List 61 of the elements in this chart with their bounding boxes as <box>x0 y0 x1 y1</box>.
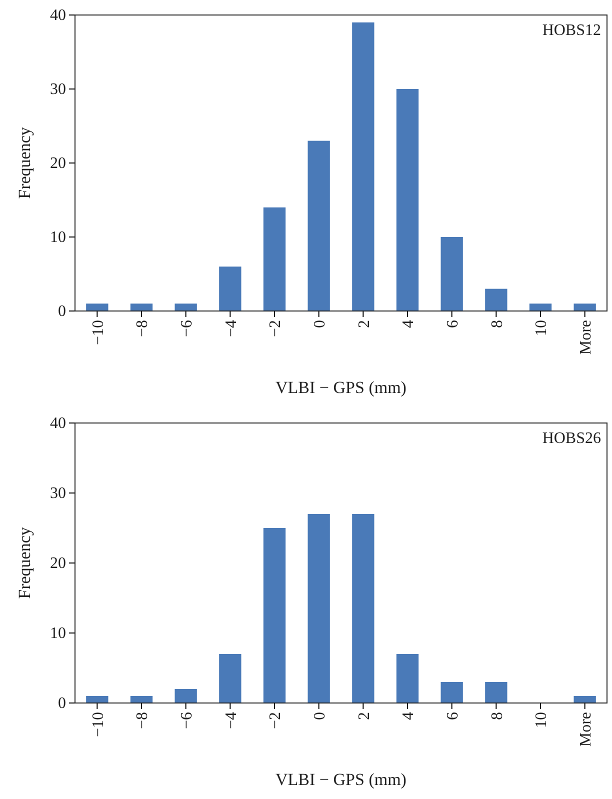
y-tick-label: 40 <box>50 415 66 432</box>
x-tick-label: 4 <box>400 712 418 720</box>
bar <box>485 288 508 311</box>
y-tick-label: 20 <box>50 155 66 172</box>
x-axis-title: VLBI − GPS (mm) <box>276 378 406 397</box>
x-tick-label: 10 <box>533 712 550 728</box>
x-tick-label: More <box>577 320 594 355</box>
x-tick-label: 10 <box>533 320 550 336</box>
bar <box>485 682 508 703</box>
x-tick-label: −8 <box>134 712 152 730</box>
x-tick-label: −6 <box>178 712 196 730</box>
bar <box>396 654 419 703</box>
x-tick-label: −4 <box>222 320 240 338</box>
bar <box>174 689 197 703</box>
y-tick-label: 30 <box>50 485 66 502</box>
x-tick-label: 8 <box>488 320 506 328</box>
bar <box>396 89 419 311</box>
bar <box>86 304 108 311</box>
bar <box>352 22 374 311</box>
x-tick-label: 2 <box>356 712 373 720</box>
bar <box>440 237 463 311</box>
bar <box>308 514 330 703</box>
x-tick-label: 8 <box>488 712 506 720</box>
x-tick-label: 0 <box>311 712 328 720</box>
chart-title: HOBS12 <box>542 22 601 39</box>
y-tick-label: 30 <box>50 81 66 98</box>
x-tick-label: −4 <box>222 712 240 730</box>
y-tick-label: 40 <box>50 7 66 24</box>
x-tick-label: 6 <box>444 712 462 720</box>
y-tick-label: 20 <box>50 555 66 572</box>
x-tick-label: −6 <box>178 320 196 338</box>
x-tick-label: −2 <box>267 712 284 730</box>
bar <box>130 304 153 311</box>
bar <box>574 696 596 703</box>
bar <box>174 304 197 311</box>
x-tick-label: 0 <box>311 320 328 328</box>
bar <box>219 654 242 703</box>
y-tick-label: 10 <box>50 229 66 246</box>
x-tick-label: −2 <box>267 320 284 338</box>
bar <box>219 266 242 311</box>
bar <box>352 514 374 703</box>
bar <box>529 304 552 311</box>
x-tick-label: −10 <box>90 712 107 738</box>
x-tick-label: −10 <box>90 320 107 346</box>
x-tick-label: 6 <box>444 320 462 328</box>
bar <box>86 696 108 703</box>
x-tick-label: −8 <box>134 320 152 338</box>
y-axis-title: Frequency <box>15 526 34 599</box>
x-tick-label: More <box>577 712 594 747</box>
x-axis-title: VLBI − GPS (mm) <box>276 770 406 789</box>
y-tick-label: 10 <box>50 625 66 642</box>
bar <box>263 207 286 311</box>
y-axis-title: Frequency <box>15 126 34 199</box>
x-tick-label: 4 <box>400 320 418 328</box>
bar <box>308 140 330 311</box>
bar <box>440 682 463 703</box>
bar <box>130 696 153 703</box>
bar <box>574 304 596 311</box>
chart-title: HOBS26 <box>542 430 601 447</box>
bar <box>263 528 286 703</box>
x-tick-label: 2 <box>356 320 373 328</box>
